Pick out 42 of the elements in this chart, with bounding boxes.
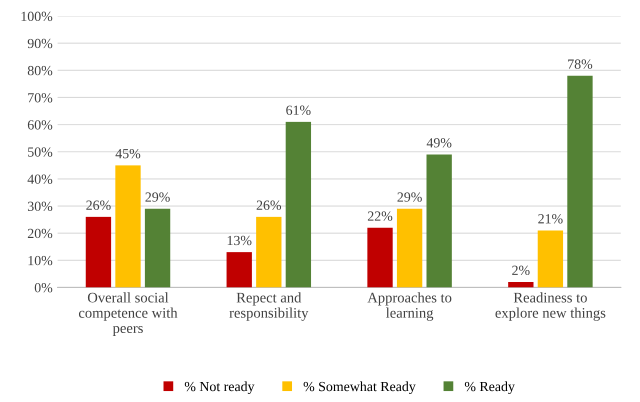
y-tick-label: 70%: [28, 93, 52, 102]
data-label: 29%: [397, 192, 422, 202]
bar: [367, 228, 393, 288]
bar: [286, 122, 312, 288]
bar: [256, 216, 282, 288]
bar: [86, 216, 112, 288]
bar: [426, 154, 452, 288]
y-tick-label: 40%: [28, 174, 52, 184]
y-tick-label: 100%: [22, 12, 52, 22]
y-tick-label: 80%: [28, 66, 52, 76]
x-tick-label: Overall social competence with peers: [78, 292, 178, 336]
bar: [144, 208, 170, 288]
x-tick-label: Approaches to learning: [367, 292, 452, 321]
data-label: 78%: [568, 59, 592, 69]
data-label: 29%: [145, 192, 170, 202]
data-label: 49%: [426, 138, 452, 148]
bar: [508, 282, 534, 288]
legend-label: % Not ready: [184, 381, 254, 394]
bar: [396, 208, 422, 288]
y-tick-label: 10%: [28, 256, 52, 266]
data-label: 26%: [256, 200, 282, 210]
y-tick-label: 0%: [34, 283, 52, 292]
x-tick-label: Readiness to explore new things: [495, 292, 606, 321]
data-label: 13%: [228, 236, 252, 246]
data-label: 45%: [116, 148, 140, 158]
bar: [115, 165, 141, 288]
bar: [226, 252, 252, 288]
data-label: 2%: [512, 266, 530, 276]
data-label: 26%: [86, 200, 111, 210]
y-tick-label: 90%: [28, 38, 52, 48]
legend-label: % Ready: [464, 381, 515, 394]
y-tick-label: 30%: [28, 202, 52, 212]
data-label: 61%: [286, 106, 311, 115]
data-label: 22%: [368, 211, 392, 221]
x-tick-label: Repect and responsibility: [229, 292, 308, 321]
y-tick-label: 60%: [28, 120, 52, 130]
bar: [567, 76, 593, 288]
bar: [538, 230, 564, 288]
y-tick-label: 50%: [28, 147, 52, 157]
data-label: 21%: [538, 214, 563, 224]
legend-label: % Somewhat Ready: [304, 381, 416, 394]
y-tick-label: 20%: [28, 228, 52, 238]
